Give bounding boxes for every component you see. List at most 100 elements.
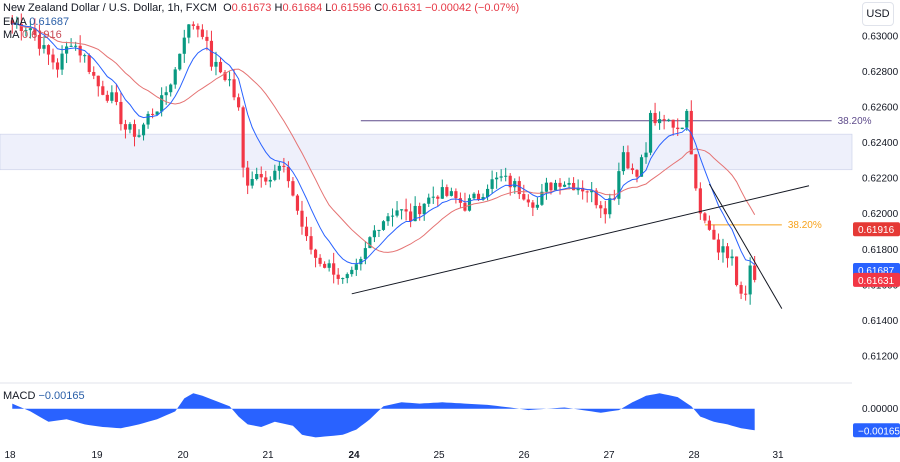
candle-body [160,95,164,112]
candle-body [350,269,354,275]
candle [368,236,372,249]
candle [341,277,345,284]
candle-body [223,72,227,81]
trendlines [351,183,810,309]
candle [92,66,96,80]
candle-body [390,215,395,217]
candle [648,110,653,156]
ema-legend[interactable]: EMA 0.61687 [3,16,69,29]
candle [51,48,55,70]
candle [409,203,413,228]
x-tick-label: 21 [262,450,274,461]
candle-body [196,25,200,30]
y-tick-label: 0.62400 [862,138,899,149]
y-tick-label: 0.61400 [862,316,899,327]
candle [96,75,100,97]
y-tick-label: 0.62200 [862,174,899,185]
candle-body [671,119,675,128]
candle-body [345,274,349,279]
candle-body [476,193,481,200]
candle-body [55,62,60,70]
candle-body [676,127,680,130]
candle-body [295,195,300,211]
candle-body [173,69,177,85]
candle [268,176,272,188]
candle-body [187,24,191,38]
candle-body [155,111,159,115]
candle [318,254,322,267]
candle [427,193,431,207]
candle [644,142,648,164]
candle-body [413,205,417,222]
candle [259,166,263,188]
candle [173,67,177,89]
candle [146,111,150,129]
candle-body [535,204,539,208]
candle-body [341,278,345,280]
candle-body [146,113,150,125]
macd-legend[interactable]: MACD −0.00165 [3,390,85,403]
candle-body [132,124,137,137]
resistance-zone [0,133,853,171]
x-tick-label: 25 [433,450,445,461]
resistance-zone-rect [0,133,853,171]
candle [671,119,675,136]
candle [291,177,295,197]
candle [110,85,114,104]
ma-legend[interactable]: MA 0.61916 [3,29,62,42]
candle [377,229,381,237]
candle [658,111,662,130]
candle-body [721,246,725,253]
candle [250,171,254,189]
candle-body [178,53,182,70]
ema-value: 0.61687 [29,16,70,28]
candle [37,24,42,56]
candle-body [137,135,141,137]
candle-body [630,168,635,171]
candle-body [37,34,42,49]
candle [467,194,472,212]
candle-body [653,112,657,124]
candle [78,35,82,63]
candle [255,167,259,181]
candle-body [734,256,739,286]
candle [617,162,621,205]
candle-body [576,187,580,191]
candle [132,119,137,147]
candle-body [590,190,594,193]
candle-body [553,182,558,191]
candle-body [92,71,96,76]
x-tick-label: 28 [688,450,700,461]
currency-button[interactable]: USD [862,2,894,26]
high-value: 0.61684 [282,2,323,14]
candle-body [28,28,32,31]
candle-body [422,203,426,215]
candle [422,203,426,221]
candle-body [445,187,449,196]
candle-body [19,23,23,32]
candle [332,252,336,284]
candle [155,111,159,116]
x-tick-label: 20 [177,450,189,461]
candle-body [363,248,367,259]
y-tick-label: 0.63000 [862,31,899,42]
candle [114,84,118,106]
macd-tag-box [853,423,900,438]
candle-body [517,181,521,195]
price-tag-text: 0.61687 [858,266,895,277]
candle [689,100,693,155]
open-label: O [223,2,232,14]
candle-body [572,182,576,191]
candle-body [513,181,517,188]
candle-body [490,179,494,189]
candle-body [395,210,399,216]
candle-body [282,165,286,167]
candle-body [703,213,707,221]
candle-body [323,263,327,268]
candle-body [246,167,250,186]
candle-body [499,176,503,178]
candle [436,195,440,207]
ema-label: EMA [3,16,27,28]
